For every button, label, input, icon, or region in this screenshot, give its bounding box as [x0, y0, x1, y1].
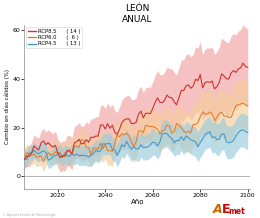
Text: A: A — [213, 203, 223, 216]
Legend: RCP8.5      ( 14 ), RCP6.0      (  6 ), RCP4.5      ( 13 ): RCP8.5 ( 14 ), RCP6.0 ( 6 ), RCP4.5 ( 13… — [26, 27, 82, 48]
Text: met: met — [228, 207, 245, 216]
Title: LEÓN
ANUAL: LEÓN ANUAL — [122, 4, 153, 24]
Y-axis label: Cambio en días cálidos (%): Cambio en días cálidos (%) — [4, 69, 10, 144]
Text: © Agencia Estatal de Meteorología: © Agencia Estatal de Meteorología — [3, 213, 55, 217]
Text: E: E — [222, 203, 231, 216]
X-axis label: Año: Año — [131, 199, 144, 205]
